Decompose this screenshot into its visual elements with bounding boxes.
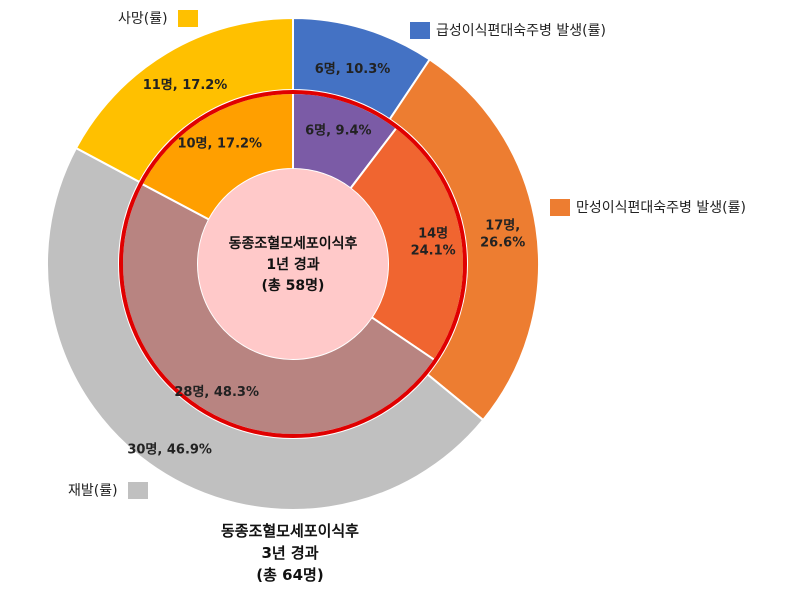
legend-label-acute: 급성이식편대숙주병 발생(률) [436,23,606,39]
legend-item-death: 사망(률) [118,8,198,28]
legend-item-acute: 급성이식편대숙주병 발생(률) [410,20,606,40]
outer-slice-label-2: 17명, 26.6% [480,217,525,250]
legend-swatch-relapse [127,481,148,499]
outer-caption-line-3: (총 64명) [256,566,324,584]
outer-slice-label-4: 11명, 17.2% [143,77,228,93]
outer-slice-label-1: 6명, 10.3% [315,61,391,77]
legend-label-chronic: 만성이식편대숙주병 발생(률) [576,200,746,216]
outer-ring [46,16,540,511]
inner-slice-label-3: 28명, 48.3% [174,384,259,400]
center-disc [198,169,388,359]
inner-slice-label-2: 14명 24.1% [411,226,456,259]
legend-swatch-death [177,9,198,27]
outer-caption-line-2: 3년 경과 [261,544,319,562]
legend-label-death: 사망(률) [118,11,168,27]
legend-label-relapse: 재발(률) [68,483,118,499]
legend-swatch-chronic [550,198,570,216]
inner-slice-label-4: 10명, 17.2% [177,135,262,151]
outer-caption-line-1: 동종조혈모세포이식후 [220,522,359,540]
legend-item-relapse: 재발(률) [68,480,148,500]
legend-item-chronic: 만성이식편대숙주병 발생(률) [550,197,746,217]
inner-ring-outline [119,90,467,438]
slice-labels: 6명, 10.3% 17명, 26.6% 30명, 46.9% 11명, 17.2% 6명… [127,61,525,458]
outer-slice-label-3: 30명, 46.9% [127,442,212,458]
inner-slice-label-1: 6명, 9.4% [305,122,372,138]
legend-swatch-acute [410,21,430,39]
outer-ring-caption: 동종조혈모세포이식후 3년 경과 (총 64명) [170,520,410,586]
center-caption: 동종조혈모세포이식후 1년 경과 (총 58명) [229,235,358,294]
